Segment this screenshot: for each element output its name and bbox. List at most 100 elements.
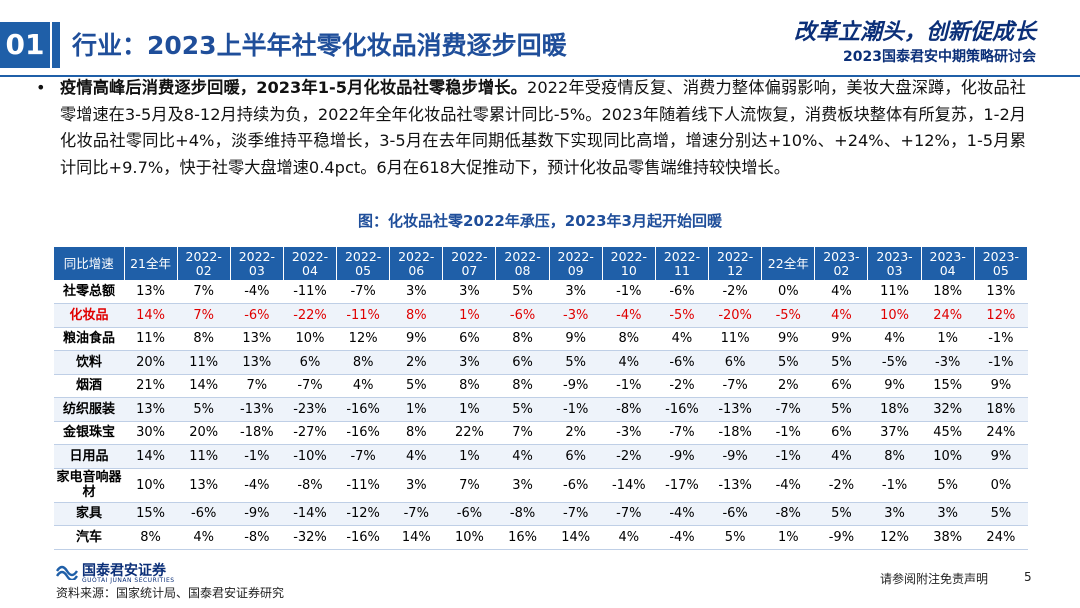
table-cell: 7% (230, 374, 284, 398)
table-cell: 9% (389, 327, 443, 351)
row-label: 家电音响器材 (54, 468, 124, 503)
table-cell: -5% (761, 303, 815, 328)
table-cell: -8% (283, 468, 337, 503)
table-cell: 9% (867, 374, 922, 398)
table-cell: -13% (230, 397, 284, 422)
table-cell: -32% (283, 525, 337, 550)
row-label: 化妆品 (54, 303, 124, 328)
conference-name: 2023国泰君安中期策略研讨会 (843, 49, 1036, 65)
table-cell: -16% (655, 397, 709, 422)
table-cell: 1% (389, 397, 443, 422)
table-cell: 3% (495, 468, 550, 503)
table-cell: 5% (761, 350, 815, 375)
page-number: 5 (1024, 570, 1032, 584)
column-header: 2022-06 (389, 247, 444, 280)
table-cell: -11% (336, 468, 390, 503)
table-cell: 13% (974, 280, 1028, 304)
table-cell: 13% (177, 468, 231, 503)
table-cell: -9% (549, 374, 603, 398)
table-cell: 9% (549, 327, 603, 351)
row-label: 烟酒 (54, 374, 124, 398)
table-cell: 4% (814, 280, 868, 304)
table-cell: 0% (974, 468, 1028, 503)
table-cell: -9% (230, 502, 284, 526)
table-cell: 10% (283, 327, 337, 351)
table-cell: 3% (442, 280, 496, 304)
table-cell: 15% (124, 502, 178, 526)
column-header: 2022-09 (549, 247, 603, 280)
table-cell: -18% (230, 421, 284, 445)
table-cell: 5% (814, 397, 868, 422)
table-cell: 7% (442, 468, 496, 503)
table-cell: 4% (867, 327, 922, 351)
table-cell: 22% (442, 421, 496, 445)
table-row: 汽车 8% 4% -8% -32% -16% 14% 10% 16% 14% 4% -4% 5% 1% -9… (54, 525, 1028, 550)
column-header: 2022-07 (442, 247, 497, 280)
table-cell: 4% (814, 444, 868, 469)
column-header-metric: 同比增速 (54, 247, 125, 280)
column-header: 2022-11 (655, 247, 710, 280)
table-cell: -1% (974, 327, 1028, 351)
table-cell: 11% (177, 444, 231, 469)
table-cell: 5% (814, 502, 868, 526)
table-cell: -2% (814, 468, 868, 503)
bullet-point: • (36, 78, 46, 97)
table-cell: -6% (708, 502, 762, 526)
table-cell: 5% (495, 397, 550, 422)
disclaimer-note: 请参阅附注免责声明 (880, 572, 989, 586)
row-label: 家具 (54, 502, 124, 526)
row-label: 社零总额 (54, 280, 124, 304)
table-cell: 32% (921, 397, 975, 422)
body-paragraph: • 疫情高峰后消费逐步回暖，2023年1-5月化妆品社零稳步增长。2022年受疫… (36, 75, 1026, 181)
table-cell: -5% (655, 303, 709, 328)
table-row: 饮料 20% 11% 13% 6% 8% 2% 3% 6% 5% 4% -6% 6% 5% 5% -5% -3%… (54, 350, 1028, 375)
table-cell: 14% (177, 374, 231, 398)
company-logo: 国泰君安证券 GUOTAI JUNAN SECURITIES (56, 560, 256, 584)
table-cell: 11% (124, 327, 178, 351)
table-cell: 8% (389, 303, 443, 328)
table-cell: 20% (124, 350, 178, 375)
table-row: 家具 15% -6% -9% -14% -12% -7% -6% -8% -7% -7% -4% -6%… (54, 502, 1028, 526)
row-label: 纺织服装 (54, 397, 124, 422)
table-cell: 24% (921, 303, 975, 328)
table-cell: 8% (389, 421, 443, 445)
column-header: 2023-02 (814, 247, 869, 280)
table-cell: 2% (389, 350, 443, 375)
table-cell: -7% (761, 397, 815, 422)
table-cell: -1% (549, 397, 603, 422)
table-cell: -3% (921, 350, 975, 375)
table-cell: -14% (283, 502, 337, 526)
table-cell: -7% (655, 421, 709, 445)
table-cell: -1% (761, 444, 815, 469)
table-cell: 14% (124, 444, 178, 469)
column-header: 2023-04 (921, 247, 975, 280)
table-title: 图：化妆品社零2022年承压，2023年3月起开始回暖 (358, 212, 722, 230)
table-cell: -16% (336, 421, 390, 445)
table-cell: 20% (177, 421, 231, 445)
table-cell: -7% (708, 374, 762, 398)
table-cell: 8% (442, 374, 496, 398)
table-cell: -23% (283, 397, 337, 422)
table-cell: 14% (124, 303, 178, 328)
table-cell: -7% (602, 502, 656, 526)
table-cell: 11% (177, 350, 231, 375)
table-cell: 1% (442, 303, 496, 328)
table-cell: 3% (389, 468, 443, 503)
table-cell: -1% (602, 280, 656, 304)
table-cell: -1% (761, 421, 815, 445)
paragraph-body: 2022年受疫情反复、消费力整体偏弱影响，美妆大盘深蹲，化妆品社零增速在3-5月… (60, 78, 1026, 177)
table-cell: -1% (602, 374, 656, 398)
table-cell: 9% (974, 444, 1028, 469)
table-cell: -4% (761, 468, 815, 503)
data-source-note: 资料来源：国家统计局、国泰君安证券研究 (56, 586, 285, 600)
table-cell: 6% (549, 444, 603, 469)
column-header: 2023-03 (867, 247, 922, 280)
table-cell: -16% (336, 397, 390, 422)
table-cell: 0% (761, 280, 815, 304)
section-number: 01 (0, 22, 50, 68)
table-cell: -2% (602, 444, 656, 469)
table-cell: 13% (124, 280, 178, 304)
logo-mark-icon (56, 565, 78, 580)
table-cell: 5% (921, 468, 975, 503)
table-cell: -8% (495, 502, 550, 526)
